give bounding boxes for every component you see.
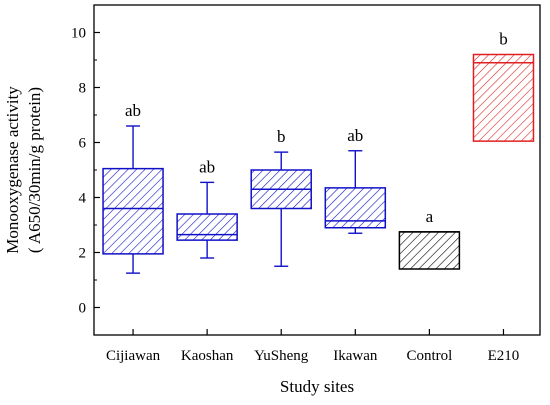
significance-letter: a: [426, 207, 434, 226]
y-tick-label: 6: [79, 136, 87, 152]
y-tick-label: 10: [71, 26, 86, 42]
box-ikawan: ab: [324, 126, 387, 234]
y-tick-label: 4: [79, 191, 87, 207]
significance-letter: b: [277, 127, 286, 146]
box-cijiawan: ab: [102, 101, 164, 274]
x-axis: Cijiawan Kaoshan YuSheng Ikawan Control E210: [106, 329, 519, 364]
significance-letter: ab: [347, 126, 363, 145]
box-kaoshan: ab: [176, 157, 238, 259]
x-tick-label: Cijiawan: [106, 348, 161, 364]
box-body: [324, 187, 387, 229]
y-tick-label: 0: [79, 301, 87, 317]
box-e210: b: [472, 30, 535, 142]
box-body: [102, 167, 164, 255]
box-body: [176, 213, 238, 241]
y-axis-title-line1: Monooxygenase activity: [3, 86, 22, 254]
x-tick-label: Kaoshan: [181, 348, 234, 364]
box-control: a: [398, 207, 461, 270]
x-tick-label: Ikawan: [333, 348, 378, 364]
box-body: [472, 53, 535, 142]
x-tick-label: YuSheng: [254, 348, 309, 364]
y-axis-title: Monooxygenase activity ( A650/30min/g pr…: [3, 86, 44, 254]
box-yusheng: b: [250, 127, 312, 267]
x-tick-label: Control: [406, 348, 452, 364]
y-axis-title-line2: ( A650/30min/g protein): [25, 87, 44, 253]
significance-letter: ab: [199, 157, 215, 176]
x-tick-label: E210: [488, 348, 520, 364]
x-axis-title: Study sites: [280, 377, 354, 396]
y-tick-label: 8: [79, 81, 87, 97]
y-axis: 0 2 4 6 8 10: [71, 26, 100, 317]
significance-letter: b: [499, 30, 508, 49]
significance-letter: ab: [125, 101, 141, 120]
box-body: [398, 231, 461, 270]
y-tick-label: 2: [79, 246, 87, 262]
